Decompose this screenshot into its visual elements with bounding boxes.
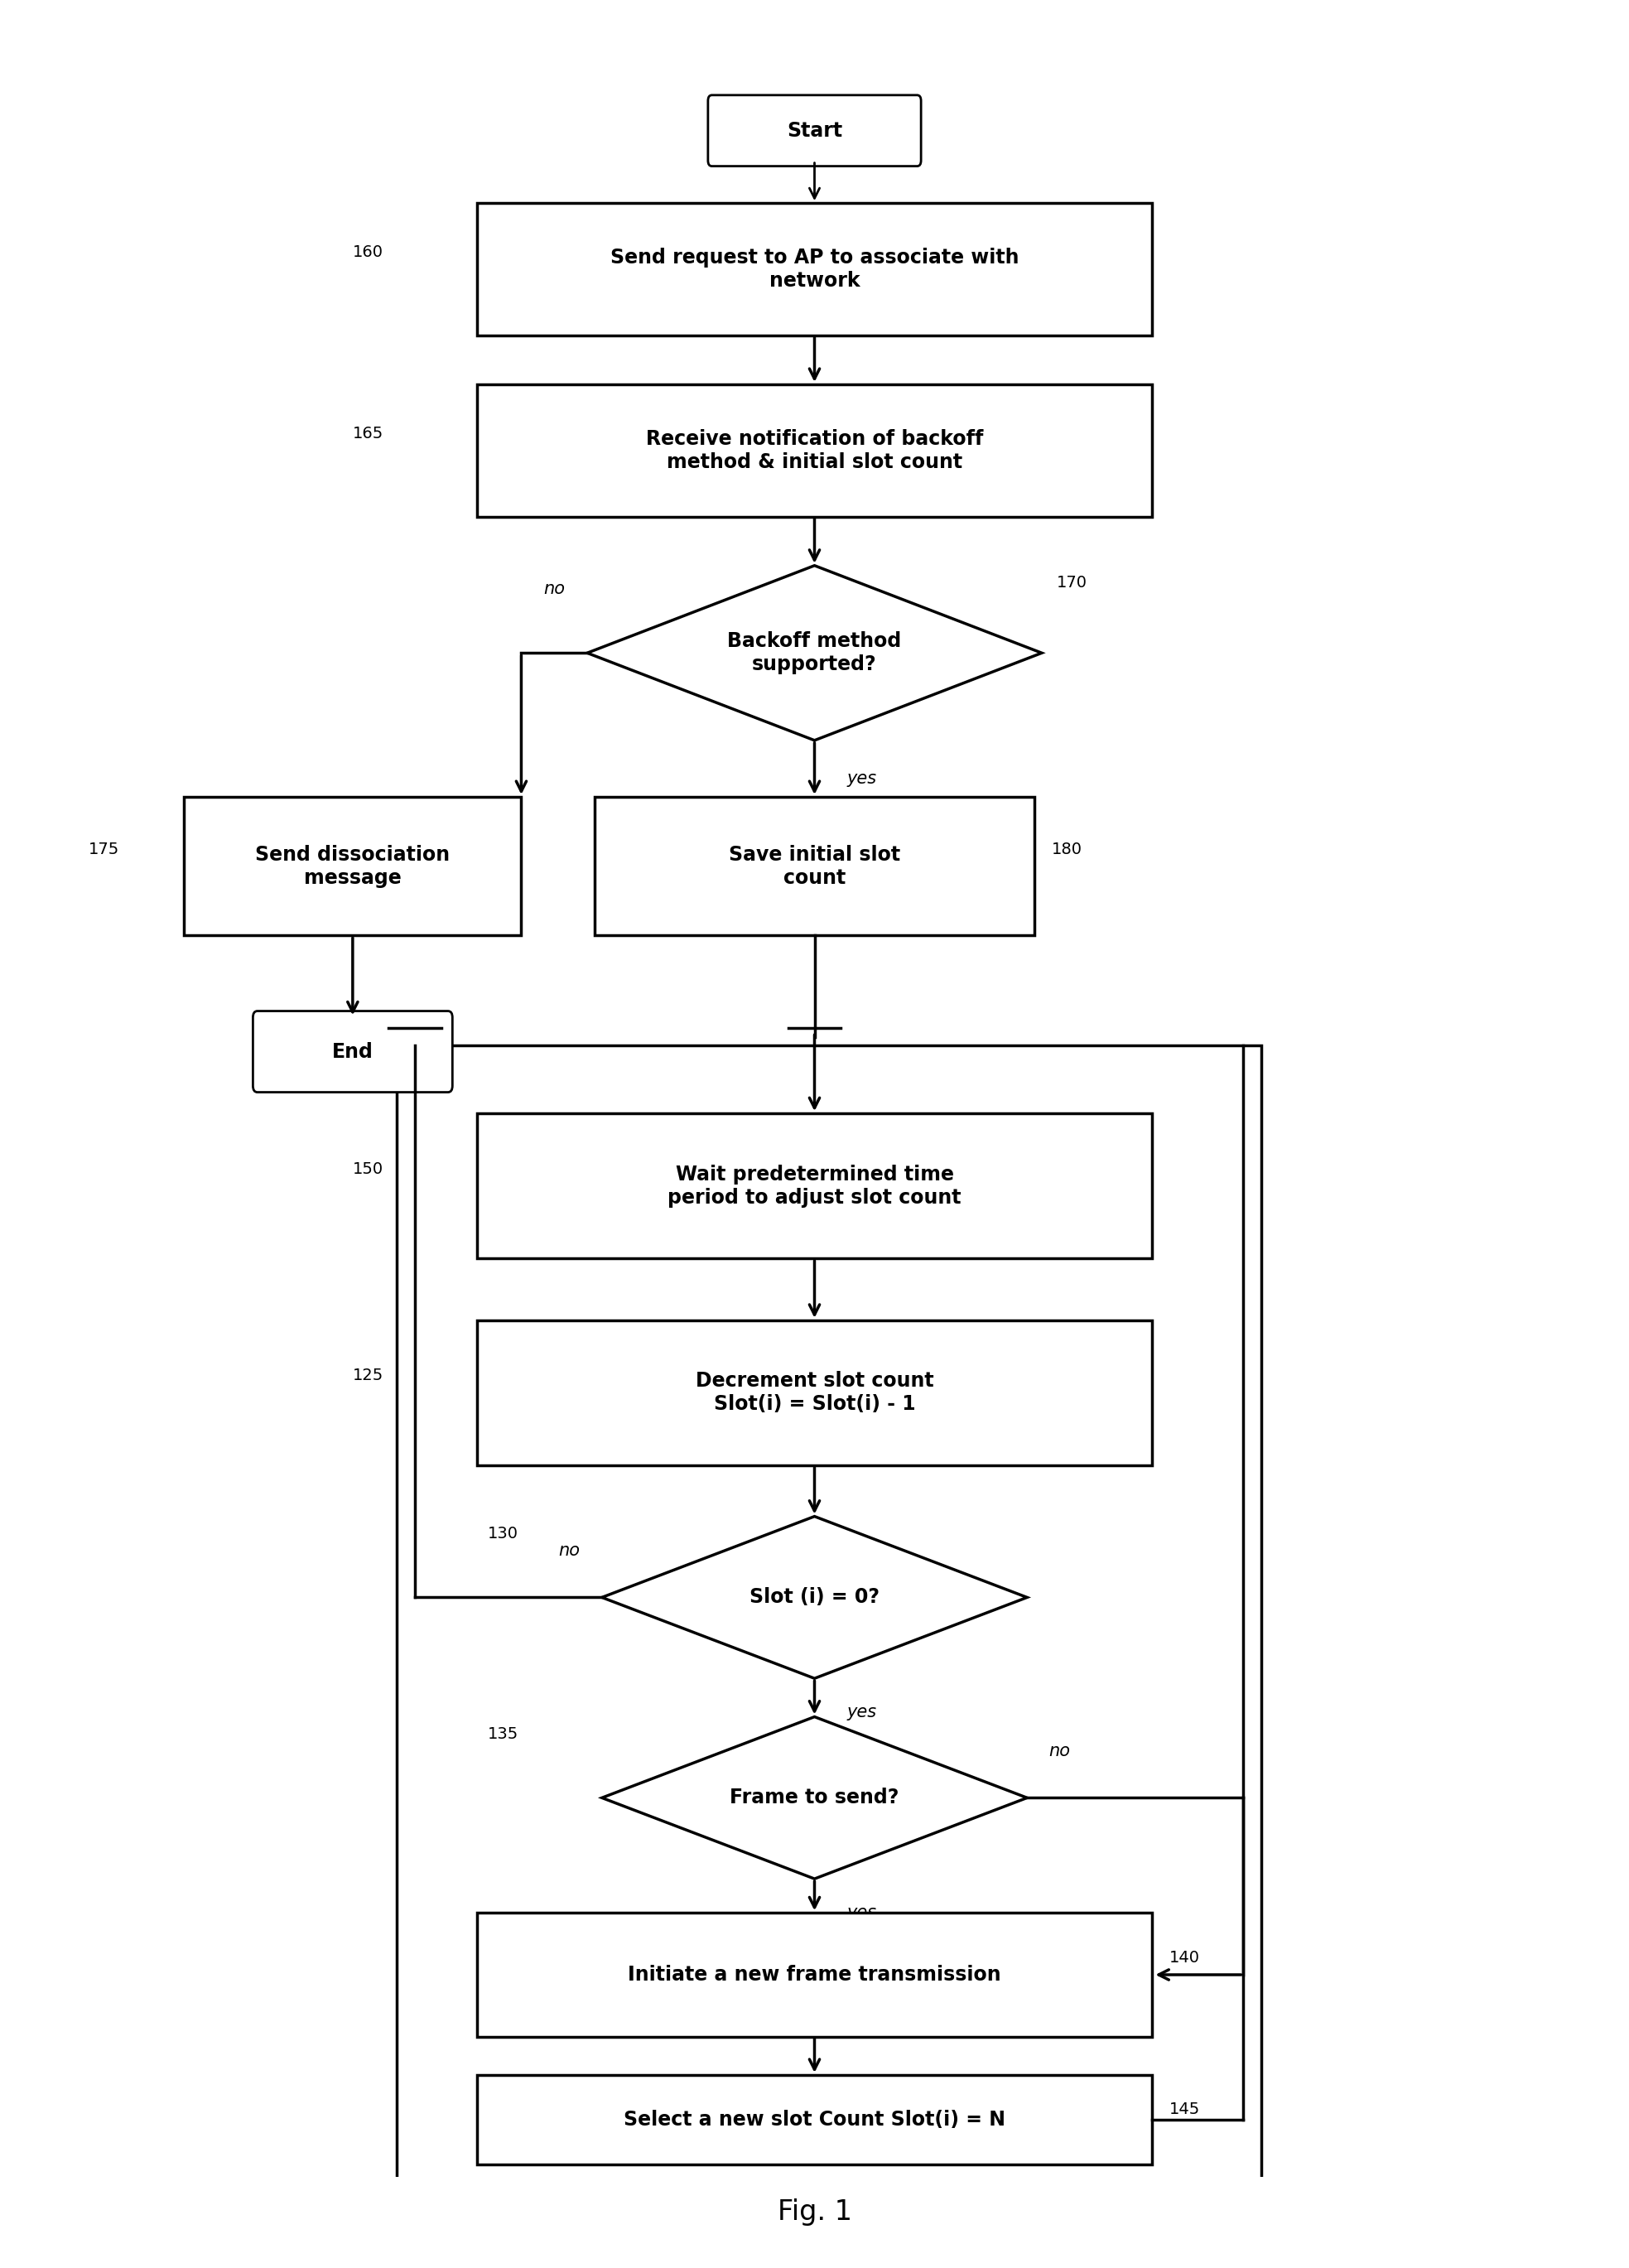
Text: Wait predetermined time
period to adjust slot count: Wait predetermined time period to adjust…: [668, 1163, 961, 1207]
Bar: [477, 204, 1152, 336]
Polygon shape: [601, 1517, 1028, 1678]
Text: 135: 135: [487, 1726, 518, 1742]
Text: yes: yes: [847, 771, 876, 787]
Text: Decrement slot count
Slot(i) = Slot(i) - 1: Decrement slot count Slot(i) = Slot(i) -…: [696, 1372, 933, 1415]
Bar: [477, 1114, 1152, 1259]
Text: yes: yes: [847, 1905, 876, 1921]
Text: 175: 175: [88, 841, 119, 857]
Text: 170: 170: [1056, 574, 1087, 590]
Bar: [397, 1046, 1261, 2186]
Text: 130: 130: [487, 1526, 518, 1542]
Text: Start: Start: [787, 120, 842, 141]
Text: no: no: [559, 1542, 580, 1558]
Text: Receive notification of backoff
method & initial slot count: Receive notification of backoff method &…: [645, 429, 984, 472]
Text: Slot (i) = 0?: Slot (i) = 0?: [749, 1588, 880, 1608]
Text: Initiate a new frame transmission: Initiate a new frame transmission: [627, 1964, 1002, 1984]
Text: 140: 140: [1170, 1950, 1201, 1966]
Text: no: no: [1049, 1742, 1070, 1760]
Text: Fig. 1: Fig. 1: [777, 2198, 852, 2225]
Text: Send request to AP to associate with
network: Send request to AP to associate with net…: [611, 247, 1018, 290]
Polygon shape: [601, 1717, 1028, 1878]
Bar: [184, 796, 521, 934]
FancyBboxPatch shape: [709, 95, 920, 166]
Text: Backoff method
supported?: Backoff method supported?: [728, 631, 901, 674]
Text: End: End: [332, 1041, 373, 1061]
Text: 165: 165: [352, 426, 383, 442]
Text: 150: 150: [352, 1161, 383, 1177]
Bar: [477, 383, 1152, 517]
Text: Send dissociation
message: Send dissociation message: [256, 844, 450, 887]
Bar: [595, 796, 1034, 934]
FancyBboxPatch shape: [252, 1012, 453, 1093]
Text: Select a new slot Count Slot(i) = N: Select a new slot Count Slot(i) = N: [624, 2109, 1005, 2130]
Bar: [477, 2075, 1152, 2164]
Text: 125: 125: [352, 1368, 383, 1383]
Text: Save initial slot
count: Save initial slot count: [728, 844, 901, 887]
Text: no: no: [544, 581, 565, 596]
Text: yes: yes: [847, 1703, 876, 1721]
Text: 145: 145: [1170, 2100, 1201, 2116]
Bar: [477, 1320, 1152, 1465]
Bar: [477, 1912, 1152, 2037]
Text: 160: 160: [352, 245, 383, 261]
Polygon shape: [586, 565, 1043, 739]
Text: 180: 180: [1052, 841, 1083, 857]
Text: Frame to send?: Frame to send?: [730, 1787, 899, 1808]
